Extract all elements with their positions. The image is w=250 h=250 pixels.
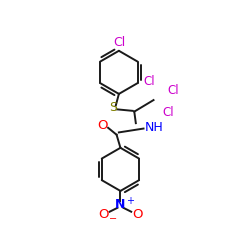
Text: −: − — [109, 214, 117, 224]
Text: Cl: Cl — [113, 36, 125, 49]
Text: NH: NH — [145, 120, 164, 134]
Text: Cl: Cl — [163, 106, 174, 119]
Text: N: N — [115, 198, 126, 211]
Text: S: S — [109, 101, 117, 114]
Text: Cl: Cl — [168, 84, 179, 97]
Text: +: + — [126, 196, 134, 206]
Text: Cl: Cl — [144, 75, 156, 88]
Text: O: O — [132, 208, 142, 220]
Text: O: O — [98, 208, 109, 220]
Text: O: O — [98, 119, 108, 132]
